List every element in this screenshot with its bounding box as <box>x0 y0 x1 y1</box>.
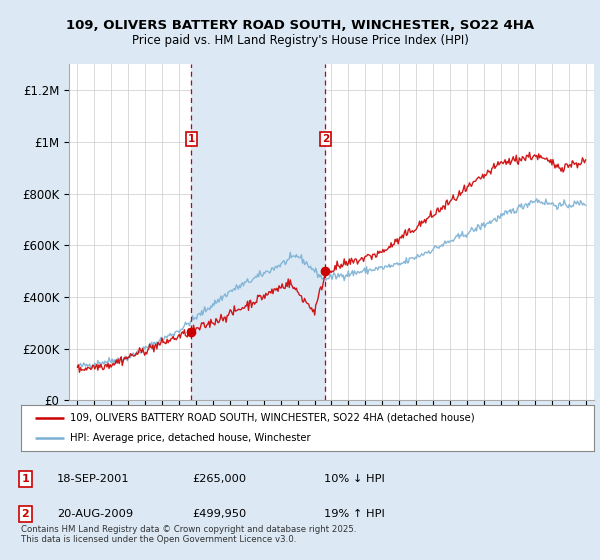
Bar <box>191 64 325 400</box>
Text: £499,950: £499,950 <box>192 509 246 519</box>
Text: 109, OLIVERS BATTERY ROAD SOUTH, WINCHESTER, SO22 4HA: 109, OLIVERS BATTERY ROAD SOUTH, WINCHES… <box>66 18 534 32</box>
Text: 1: 1 <box>22 474 29 484</box>
Text: 2: 2 <box>22 509 29 519</box>
Text: Price paid vs. HM Land Registry's House Price Index (HPI): Price paid vs. HM Land Registry's House … <box>131 34 469 48</box>
Text: 1: 1 <box>188 134 195 144</box>
Text: 109, OLIVERS BATTERY ROAD SOUTH, WINCHESTER, SO22 4HA (detached house): 109, OLIVERS BATTERY ROAD SOUTH, WINCHES… <box>70 413 475 423</box>
Text: 10% ↓ HPI: 10% ↓ HPI <box>324 474 385 484</box>
Text: 20-AUG-2009: 20-AUG-2009 <box>57 509 133 519</box>
Text: £265,000: £265,000 <box>192 474 246 484</box>
Text: 2: 2 <box>322 134 329 144</box>
Text: 19% ↑ HPI: 19% ↑ HPI <box>324 509 385 519</box>
Text: Contains HM Land Registry data © Crown copyright and database right 2025.
This d: Contains HM Land Registry data © Crown c… <box>21 525 356 544</box>
Text: HPI: Average price, detached house, Winchester: HPI: Average price, detached house, Winc… <box>70 433 310 443</box>
Text: 18-SEP-2001: 18-SEP-2001 <box>57 474 130 484</box>
